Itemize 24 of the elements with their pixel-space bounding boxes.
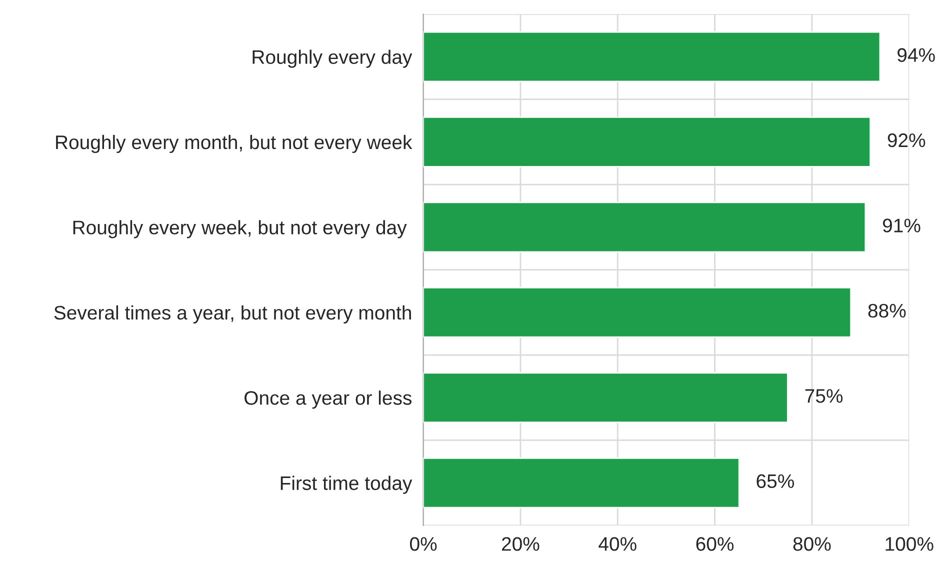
x-tick-label: 40% — [598, 537, 636, 551]
data-label: 92% — [888, 133, 926, 148]
data-label: 91% — [882, 218, 920, 232]
bar — [423, 457, 740, 508]
bar — [423, 202, 866, 253]
y-tick-label: Roughly every month, but not every week — [56, 134, 412, 154]
y-tick-label: Roughly every week, but not every day — [73, 220, 407, 238]
bar — [423, 31, 881, 82]
y-tick-label: Several times a year, but not every month — [54, 305, 411, 324]
x-tick-label: 0% — [410, 537, 437, 551]
data-label: 65% — [756, 474, 794, 488]
data-label: 75% — [805, 389, 843, 403]
x-tick-label: 100% — [886, 537, 934, 551]
x-tick-label: 60% — [696, 537, 734, 551]
y-tick-label: Roughly every day — [252, 50, 412, 68]
data-label: 94% — [898, 48, 935, 62]
x-tick-label: 80% — [793, 537, 831, 551]
bar — [423, 372, 788, 424]
y-tick-label: First time today — [280, 476, 412, 494]
bar — [423, 116, 871, 168]
bar — [423, 286, 852, 338]
data-label: 88% — [868, 304, 906, 318]
y-tick-label: Once a year or less — [244, 390, 412, 409]
x-tick-label: 20% — [502, 537, 540, 551]
